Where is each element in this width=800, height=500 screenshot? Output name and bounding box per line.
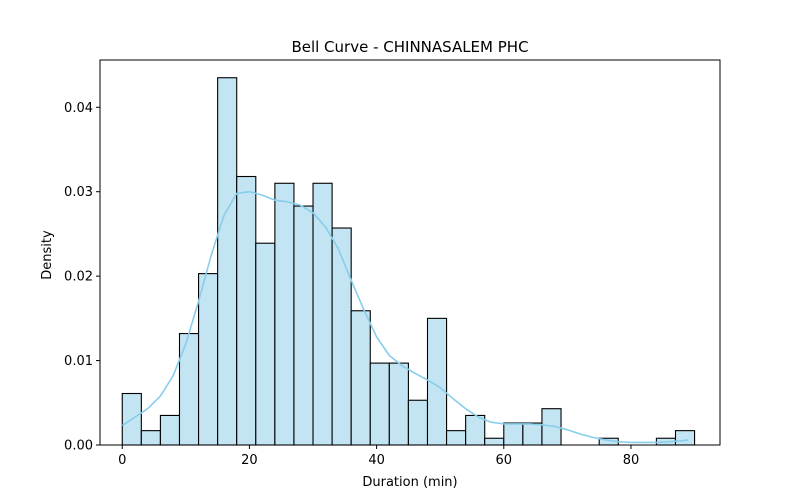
histogram-bar-8 bbox=[274, 182, 295, 446]
x-tick-label: 0 bbox=[118, 453, 126, 468]
y-tick-label: 0.03 bbox=[64, 185, 93, 200]
histogram-bar-5 bbox=[217, 77, 238, 446]
histogram-bar-14 bbox=[388, 362, 409, 446]
y-axis-ticks: 0.00 0.01 0.02 0.03 0.04 bbox=[64, 101, 100, 454]
histogram-bar-17 bbox=[446, 430, 467, 446]
histogram-bar-12 bbox=[350, 310, 371, 446]
kde-curve bbox=[121, 190, 689, 444]
histogram-bar-20 bbox=[503, 422, 524, 446]
histogram-bar-2 bbox=[159, 414, 181, 446]
histogram-bar-21 bbox=[522, 422, 543, 446]
histogram-bar-15 bbox=[407, 399, 429, 446]
histogram-bar-18 bbox=[465, 414, 486, 446]
y-axis-label: Density bbox=[40, 230, 55, 280]
histogram-bar-7 bbox=[255, 242, 276, 446]
histogram-bar-29 bbox=[674, 430, 696, 446]
kde-curve-group bbox=[121, 190, 689, 444]
histogram-bar-13 bbox=[369, 362, 390, 446]
histogram-bars bbox=[121, 77, 696, 446]
y-tick-label: 0.00 bbox=[64, 439, 93, 454]
histogram-bar-3 bbox=[178, 332, 200, 446]
histogram-bar-6 bbox=[236, 175, 257, 446]
histogram-bar-4 bbox=[198, 273, 219, 446]
y-tick-label: 0.02 bbox=[64, 270, 93, 285]
x-tick-label: 60 bbox=[496, 453, 513, 468]
x-tick-label: 40 bbox=[368, 453, 385, 468]
y-tick-label: 0.04 bbox=[64, 101, 93, 116]
histogram-bar-1 bbox=[140, 430, 161, 446]
x-tick-label: 80 bbox=[623, 453, 640, 468]
chart-title: Bell Curve - CHINNASALEM PHC bbox=[291, 38, 528, 56]
x-axis-label: Duration (min) bbox=[362, 475, 457, 490]
y-tick-label: 0.01 bbox=[64, 354, 93, 369]
x-tick-label: 20 bbox=[241, 453, 258, 468]
x-axis-ticks: 0 20 40 60 80 bbox=[118, 445, 639, 468]
histogram-bar-19 bbox=[484, 437, 505, 446]
plot-frame bbox=[99, 59, 721, 446]
histogram-bar-9 bbox=[293, 205, 314, 446]
histogram-bar-11 bbox=[331, 227, 352, 446]
